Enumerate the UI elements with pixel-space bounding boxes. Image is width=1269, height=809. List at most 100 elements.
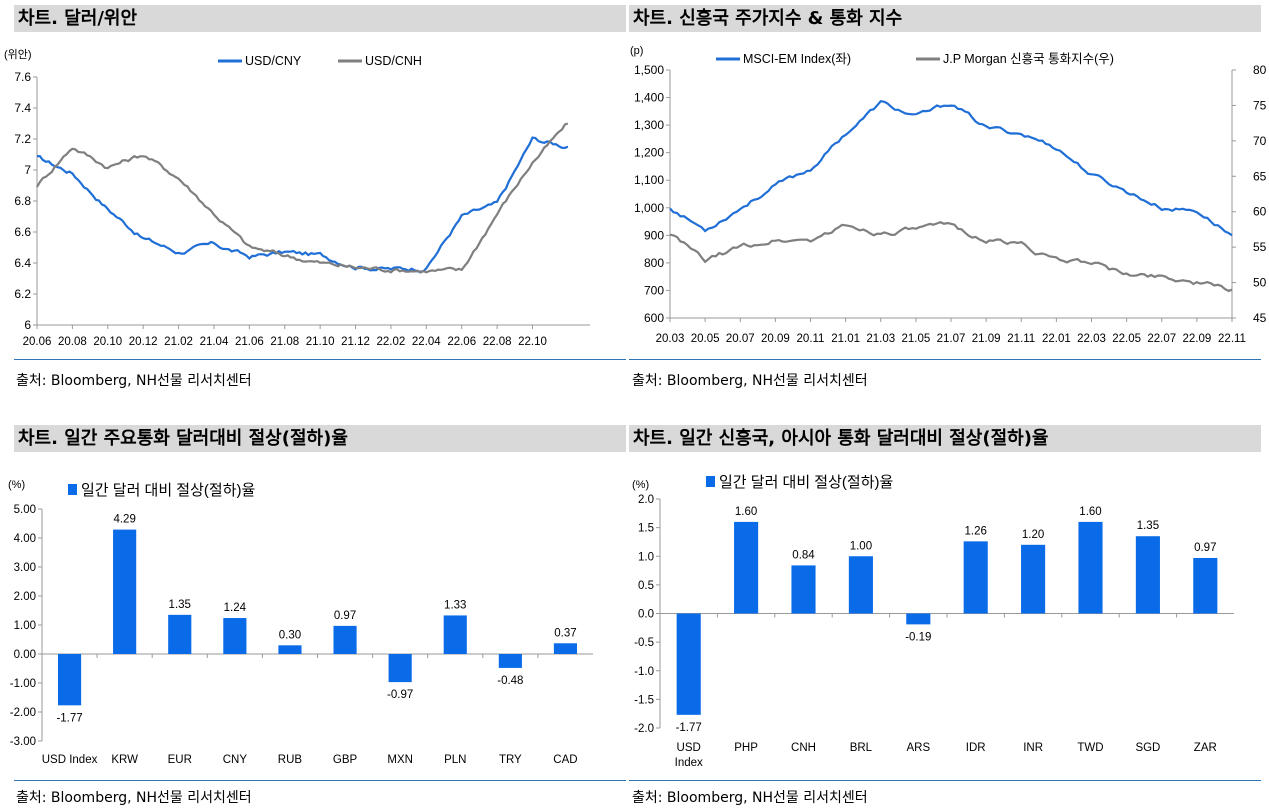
- x-tick-label: 21.04: [200, 336, 229, 348]
- y-tick-label: 3.00: [14, 562, 36, 574]
- category-label: GBP: [333, 754, 358, 766]
- category-label: ARS: [906, 742, 930, 754]
- y-tick-label: -1.00: [10, 678, 36, 690]
- chart1-title: 차트. 달러/위안: [14, 5, 626, 32]
- legend-label: J.P Morgan 신흥국 통화지수(우): [943, 52, 1114, 66]
- chart4-source: 출처: Bloomberg, NH선물 리서치센터: [632, 790, 868, 806]
- data-label: 0.97: [334, 610, 356, 622]
- x-tick-label: 21.02: [164, 336, 193, 348]
- y2-tick-label: 45: [1253, 311, 1266, 325]
- category-label: BRL: [850, 742, 873, 754]
- y-tick-label: 1.5: [638, 523, 654, 535]
- y-tick-label: 7.6: [14, 70, 31, 84]
- bar-mxn: [388, 654, 412, 683]
- chart2-divider: [629, 359, 1261, 360]
- chart3-title: 차트. 일간 주요통화 달러대비 절상(절하)율: [14, 425, 626, 452]
- y-tick-label: 6.8: [14, 194, 31, 208]
- x-tick-label: 20.08: [58, 336, 87, 348]
- em-asia-currency-bar-chart: (%) 일간 달러 대비 절상(절하)율 -2.0 -1.5 -1.0 -0.5 0.0 0.…: [632, 474, 1234, 769]
- x-tick-label: 22.06: [447, 336, 476, 348]
- bar-cny: [223, 618, 247, 654]
- category-label: TRY: [499, 754, 522, 766]
- y-axis-unit: (위안): [4, 48, 32, 61]
- data-label: 1.60: [735, 506, 757, 518]
- data-label: 1.20: [1022, 529, 1044, 541]
- y-tick-label: 1,100: [634, 173, 664, 187]
- y-tick-label: 6.4: [14, 256, 31, 270]
- category-label: EUR: [168, 754, 192, 766]
- data-label: 0.37: [554, 627, 576, 639]
- series-line-jpm-em-currency: [669, 221, 1233, 293]
- chart4-divider: [629, 780, 1261, 781]
- y-tick-label: 1,200: [634, 146, 664, 160]
- bar-rub: [278, 645, 302, 654]
- y-axis-unit: (%): [8, 479, 25, 491]
- bar-cnh: [791, 565, 816, 614]
- x-tick-label: 22.04: [412, 336, 441, 348]
- data-label: 1.60: [1079, 506, 1101, 518]
- chart3-source: 출처: Bloomberg, NH선물 리서치센터: [16, 790, 252, 806]
- x-tick-label: 22.03: [1077, 333, 1106, 345]
- bar-brl: [848, 556, 873, 614]
- y2-tick-label: 80: [1253, 63, 1266, 77]
- data-label: 0.30: [279, 629, 301, 641]
- y-tick-label: 0.0: [638, 609, 654, 621]
- bar-inr: [1021, 544, 1046, 614]
- bar-gbp: [333, 625, 357, 654]
- bar-php: [734, 521, 759, 614]
- x-tick-label: 20.07: [726, 333, 755, 345]
- y-tick-label: -2.0: [634, 723, 654, 735]
- data-label: -0.19: [905, 631, 931, 643]
- category-label: ZAR: [1194, 742, 1217, 754]
- x-tick-label: 20.10: [93, 336, 122, 348]
- data-label: 0.84: [792, 549, 815, 561]
- y-tick-label: 1.0: [638, 551, 654, 563]
- x-tick-label: 20.12: [129, 336, 158, 348]
- legend-label: 일간 달러 대비 절상(절하)율: [81, 482, 255, 499]
- bar-pln: [443, 615, 467, 654]
- chart1-source: 출처: Bloomberg, NH선물 리서치센터: [16, 373, 252, 389]
- y-tick-label: 7: [24, 163, 31, 177]
- data-label: 1.26: [965, 525, 987, 537]
- series-line-usd-cny: [36, 136, 569, 273]
- y-tick-label: 7.4: [14, 101, 31, 115]
- data-label: 1.24: [224, 602, 247, 614]
- x-tick-label: 22.11: [1218, 333, 1246, 345]
- category-label: USD Index: [42, 754, 98, 766]
- x-tick-label: 22.08: [483, 336, 512, 348]
- bar-try: [498, 654, 522, 668]
- y-tick-label: 600: [644, 311, 664, 325]
- x-tick-label: 22.10: [518, 336, 547, 348]
- bar-sgd: [1135, 536, 1160, 614]
- category-label: Index: [675, 757, 703, 769]
- major-currency-bar-chart: (%) 일간 달러 대비 절상(절하)율 -3.00 -2.00 -1.00 0.00 1.…: [8, 479, 593, 766]
- bar-usd-index: [676, 613, 701, 715]
- y-tick-label: 7.2: [14, 132, 31, 146]
- data-label: 0.97: [1194, 542, 1216, 554]
- y-tick-label: 6.2: [14, 287, 31, 301]
- x-tick-label: 21.11: [1007, 333, 1035, 345]
- legend-swatch: [706, 476, 715, 487]
- y-tick-label: 1,300: [634, 118, 664, 132]
- bar-zar: [1193, 557, 1218, 614]
- x-tick-label: 20.05: [691, 333, 720, 345]
- data-label: 1.35: [1137, 520, 1159, 532]
- category-label: USD: [677, 742, 701, 754]
- legend-label: 일간 달러 대비 절상(절하)율: [719, 474, 893, 491]
- x-tick-label: 22.01: [1042, 333, 1071, 345]
- bar-usd-index: [57, 654, 82, 706]
- data-label: 4.29: [113, 514, 135, 526]
- y-axis-unit: (p): [630, 45, 643, 57]
- y2-tick-label: 65: [1253, 169, 1266, 183]
- x-tick-label: 20.03: [656, 333, 685, 345]
- category-label: MXN: [387, 754, 413, 766]
- x-tick-label: 20.06: [23, 336, 52, 348]
- x-tick-label: 21.07: [937, 333, 966, 345]
- category-label: CAD: [553, 754, 577, 766]
- y-tick-label: 0.5: [638, 580, 654, 592]
- y-tick-label: 2.00: [14, 591, 36, 603]
- category-label: PHP: [734, 742, 758, 754]
- y-tick-label: -1.0: [634, 666, 654, 678]
- chart3-divider: [14, 780, 626, 781]
- y-tick-label: 6: [24, 318, 31, 332]
